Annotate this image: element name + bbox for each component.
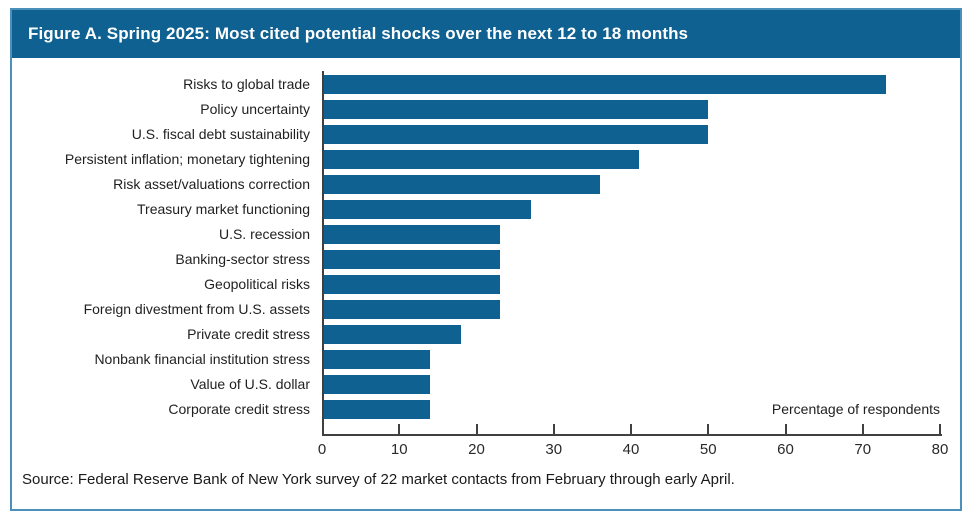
axis-tick-label: 40 [622,441,640,458]
axis-tick-label: 80 [931,441,949,458]
bar [322,100,709,119]
category-label: Risk asset/valuations correction [113,176,310,192]
axis-tick-label: 0 [317,441,327,458]
axis-tick [475,424,478,434]
bar [322,325,462,344]
category-label: Foreign divestment from U.S. assets [83,301,310,317]
category-label: U.S. fiscal debt sustainability [131,126,310,142]
bar [322,400,431,419]
category-label: Banking-sector stress [175,251,310,267]
bar-chart: Risks to global trade Policy uncertainty U… [12,58,960,460]
axis-tick-label: 50 [699,441,717,458]
bar [322,350,431,369]
bar [322,375,431,394]
bar [322,150,639,169]
axis-tick [552,424,555,434]
category-label: Private credit stress [187,326,310,342]
axis-tick-label: 60 [777,441,794,458]
source-note: Source: Federal Reserve Bank of New York… [22,471,735,488]
figure-panel: Figure A. Spring 2025: Most cited potent… [10,8,962,511]
axis-unit-label: Percentage of respondents [771,401,940,417]
x-axis-line [322,434,942,436]
bar [322,300,500,319]
axis-tick [398,424,401,434]
category-label: Value of U.S. dollar [190,376,310,392]
axis-tick [630,424,632,434]
bar [322,75,886,94]
category-label: Persistent inflation; monetary tightenin… [64,151,310,167]
bar [322,200,531,219]
figure-title: Figure A. Spring 2025: Most cited potent… [28,24,689,43]
axis-tick [861,424,864,434]
axis-tick-label: 30 [545,441,563,458]
category-label: Geopolitical risks [204,276,310,292]
bar [322,175,601,194]
category-label: Policy uncertainty [200,101,310,117]
axis-tick [939,424,941,434]
axis-tick-label: 20 [468,441,485,458]
category-label: Corporate credit stress [168,401,310,417]
axis-tick-label: 10 [390,441,408,458]
category-label: Risks to global trade [183,76,310,92]
bar [322,125,709,144]
category-label: Nonbank financial institution stress [94,351,310,367]
axis-tick [707,424,710,434]
category-label: U.S. recession [218,226,310,242]
bar [322,250,500,269]
category-label: Treasury market functioning [137,201,310,217]
figure-title-bar: Figure A. Spring 2025: Most cited potent… [12,10,960,58]
bar [322,225,500,244]
axis-tick [784,424,787,434]
bar [322,275,500,294]
axis-tick-label: 70 [854,441,872,458]
y-axis-line [322,71,324,436]
